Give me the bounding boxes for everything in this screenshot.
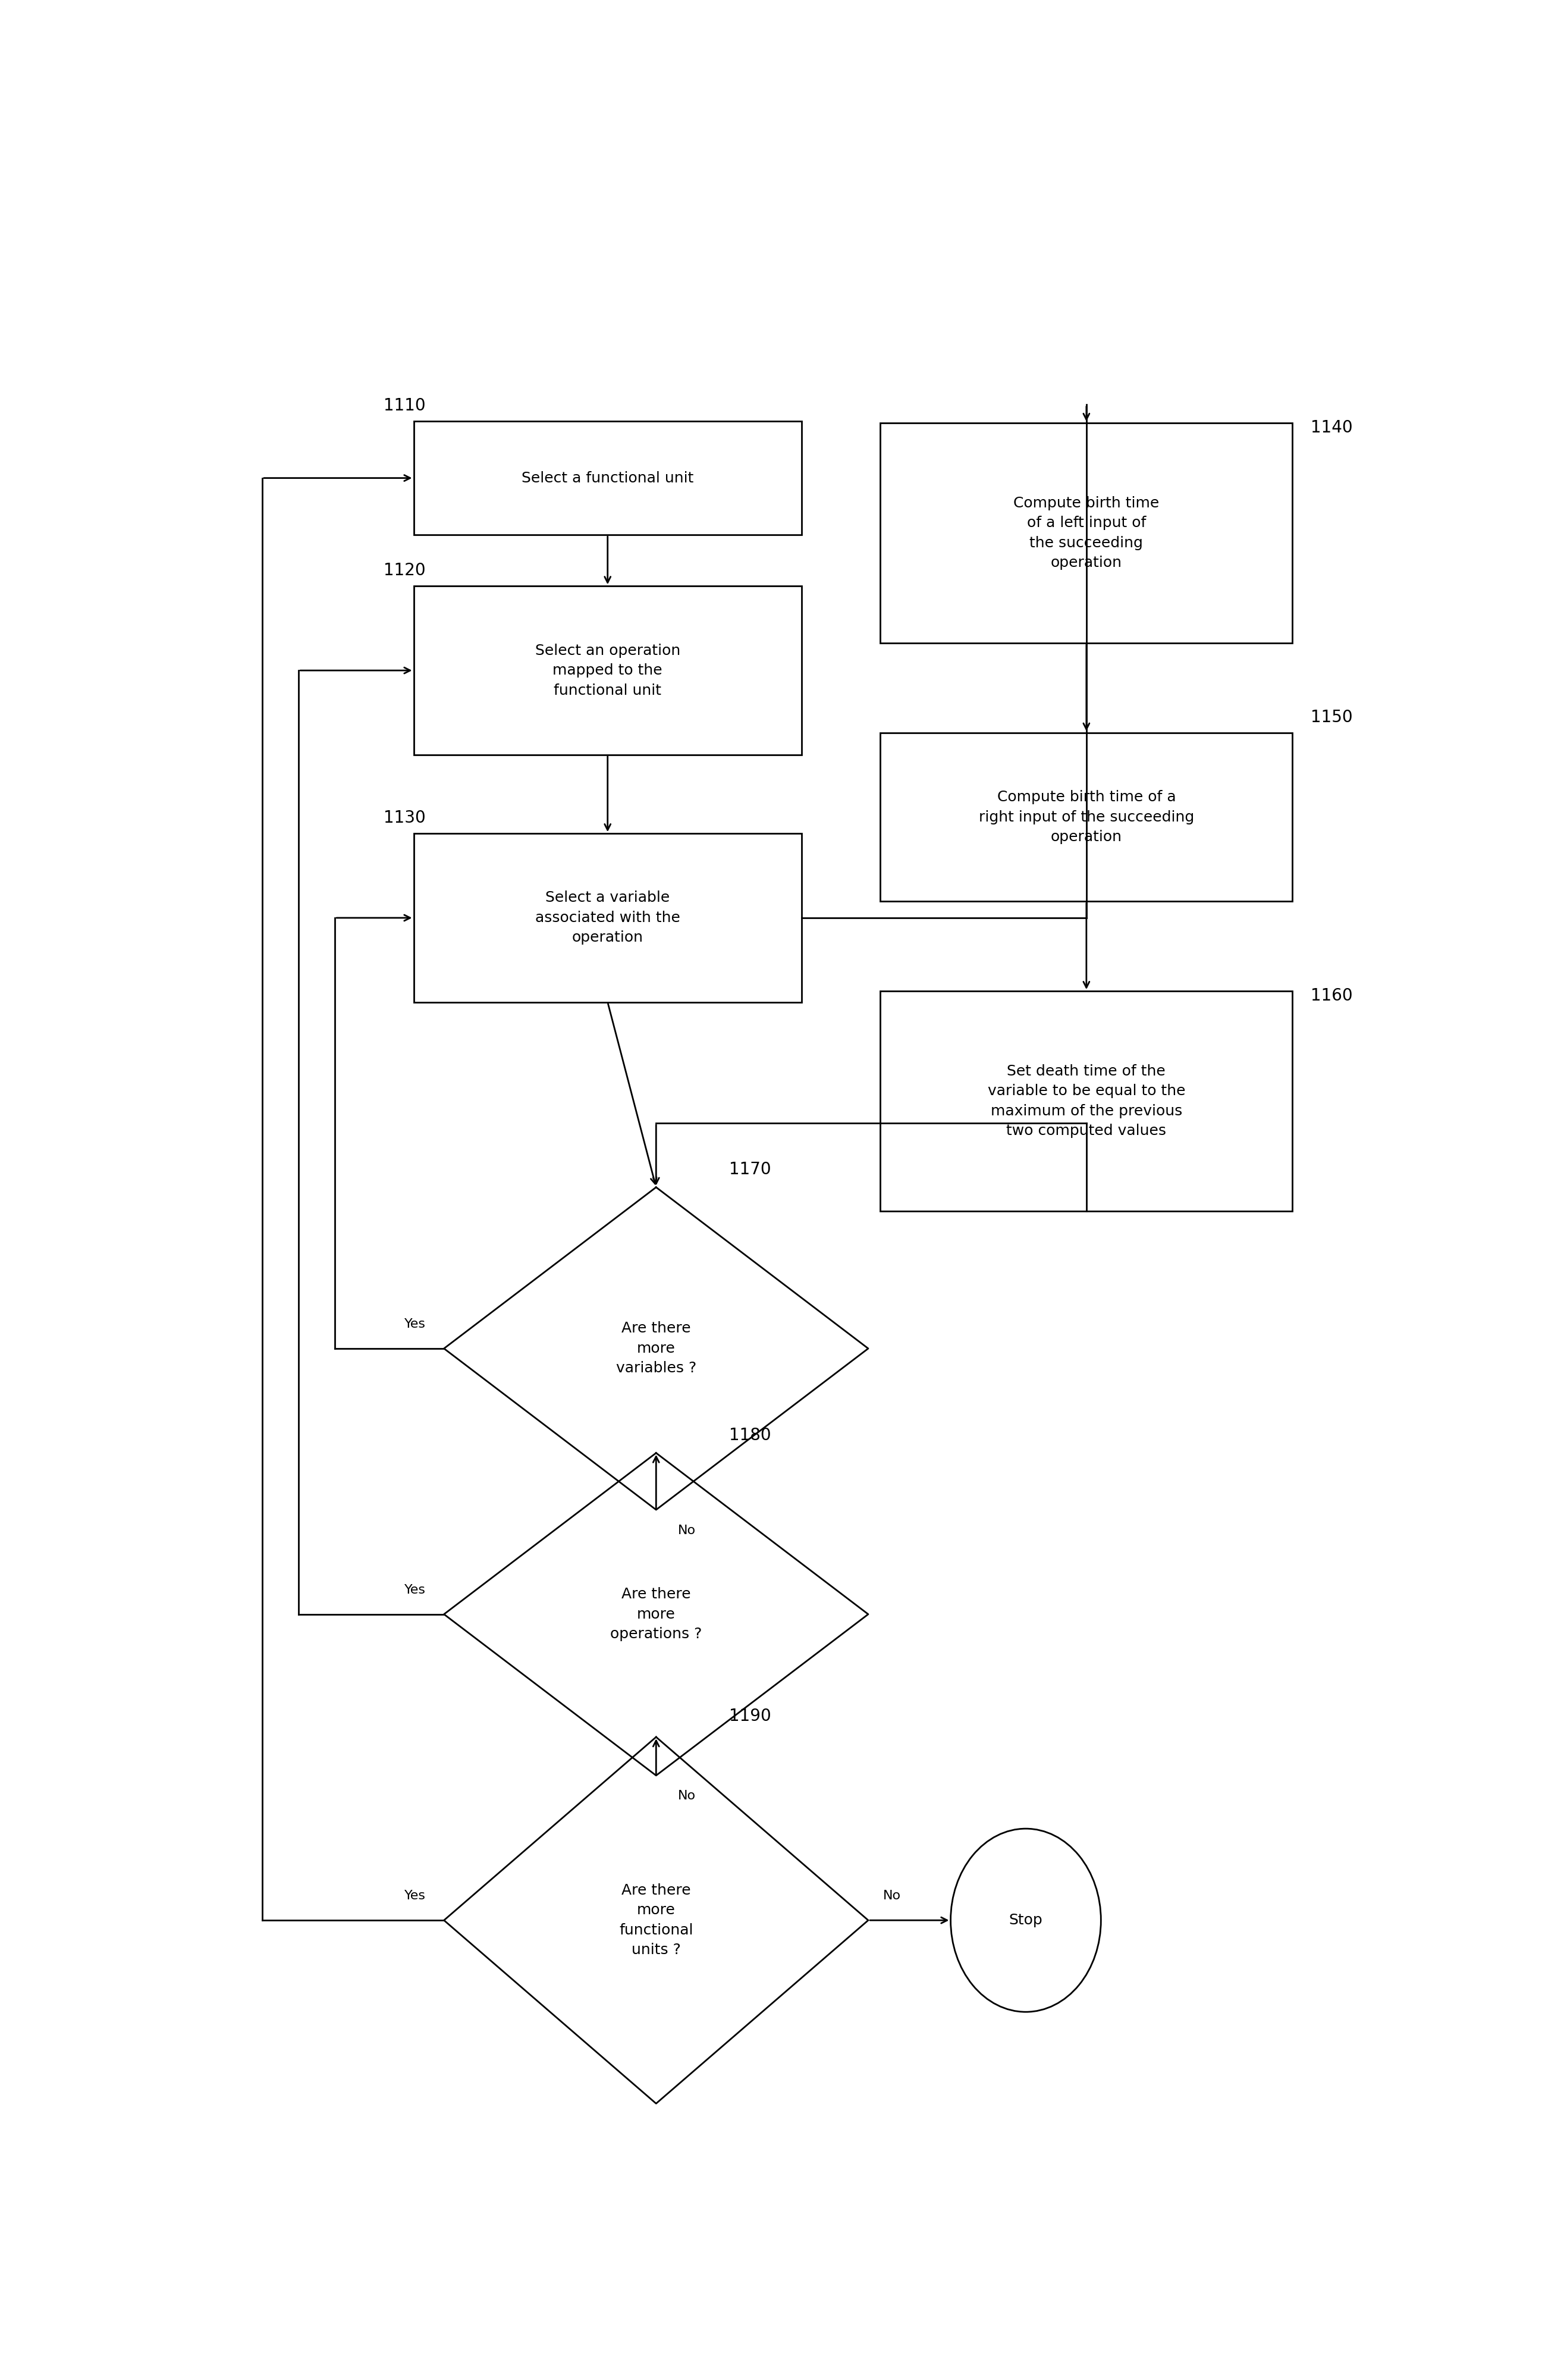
Text: Are there
more
functional
units ?: Are there more functional units ? [619, 1883, 693, 1956]
Text: No: No [677, 1526, 696, 1537]
Text: Yes: Yes [405, 1890, 425, 1902]
Text: 1190: 1190 [729, 1706, 771, 1723]
Text: 1130: 1130 [383, 809, 425, 826]
Text: 1160: 1160 [1311, 988, 1353, 1004]
Text: Compute birth time of a
right input of the succeeding
operation: Compute birth time of a right input of t… [979, 790, 1193, 845]
Text: 1180: 1180 [729, 1428, 771, 1445]
Text: 1170: 1170 [729, 1161, 771, 1178]
Text: Select a variable
associated with the
operation: Select a variable associated with the op… [535, 890, 680, 945]
Text: No: No [882, 1890, 901, 1902]
FancyBboxPatch shape [881, 990, 1292, 1211]
Text: No: No [677, 1790, 696, 1802]
Text: 1110: 1110 [383, 397, 425, 414]
Text: 1120: 1120 [383, 562, 425, 578]
FancyBboxPatch shape [413, 585, 801, 754]
Text: Stop: Stop [1009, 1914, 1043, 1928]
FancyBboxPatch shape [881, 424, 1292, 643]
Text: Are there
more
variables ?: Are there more variables ? [616, 1321, 696, 1376]
Text: Yes: Yes [405, 1585, 425, 1597]
Text: 1140: 1140 [1311, 419, 1353, 436]
Ellipse shape [951, 1828, 1101, 2011]
FancyBboxPatch shape [881, 733, 1292, 902]
Text: Yes: Yes [405, 1319, 425, 1330]
Text: Select a functional unit: Select a functional unit [521, 471, 694, 486]
Text: Select an operation
mapped to the
functional unit: Select an operation mapped to the functi… [535, 643, 680, 697]
Text: Set death time of the
variable to be equal to the
maximum of the previous
two co: Set death time of the variable to be equ… [987, 1064, 1186, 1138]
FancyBboxPatch shape [413, 421, 801, 536]
Text: Are there
more
operations ?: Are there more operations ? [610, 1587, 702, 1642]
Text: Compute birth time
of a left input of
the succeeding
operation: Compute birth time of a left input of th… [1013, 495, 1159, 571]
FancyBboxPatch shape [413, 833, 801, 1002]
Text: 1150: 1150 [1311, 709, 1353, 726]
